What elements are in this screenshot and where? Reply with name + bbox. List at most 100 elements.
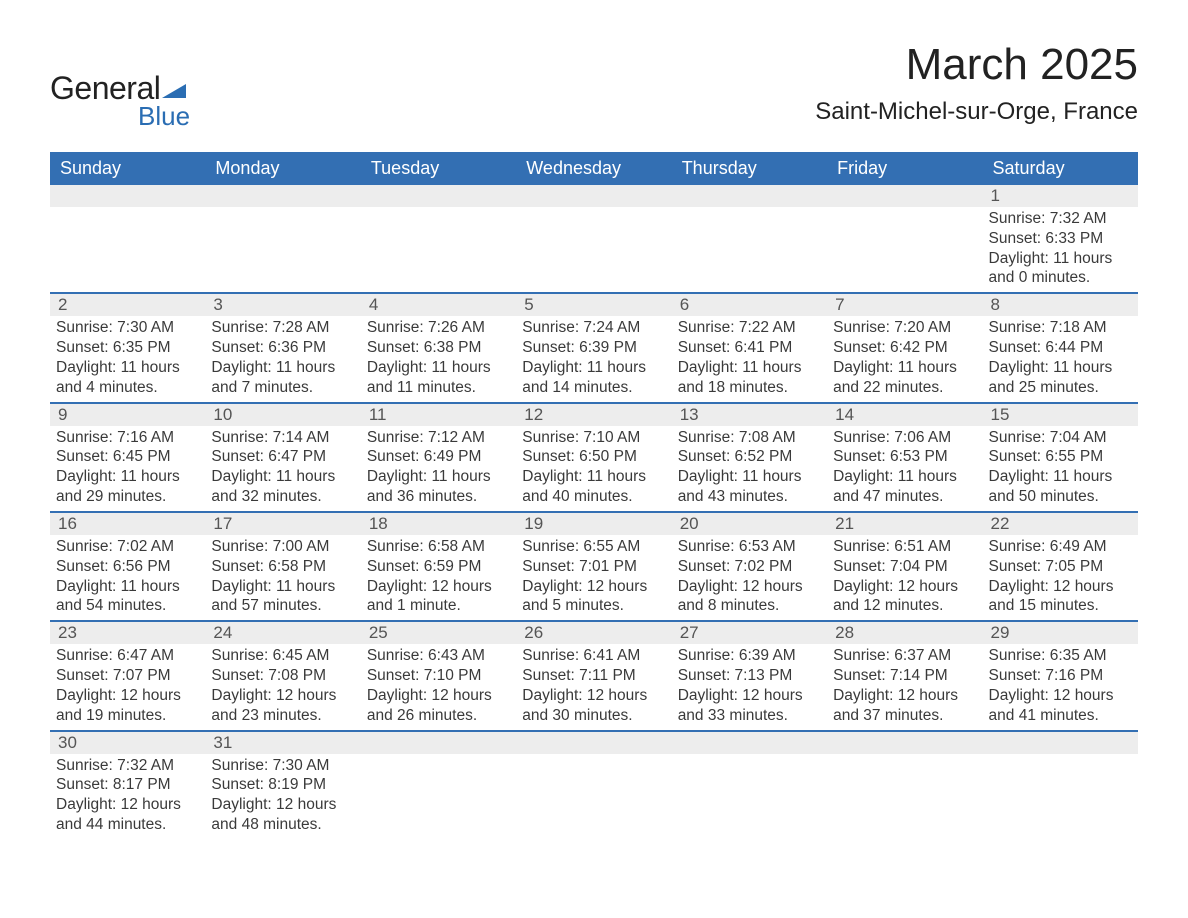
sunset-text: Sunset: 6:56 PM <box>56 557 199 577</box>
daylight-text: Daylight: 12 hours and 44 minutes. <box>56 795 199 835</box>
day-cell: Sunrise: 6:41 AMSunset: 7:11 PMDaylight:… <box>516 644 671 730</box>
sunset-text: Sunset: 6:45 PM <box>56 447 199 467</box>
day-content <box>361 754 516 832</box>
day-number-cell: 17 <box>205 512 360 535</box>
sunset-text: Sunset: 6:47 PM <box>211 447 354 467</box>
day-content: Sunrise: 7:24 AMSunset: 6:39 PMDaylight:… <box>516 316 671 401</box>
day-cell: Sunrise: 7:20 AMSunset: 6:42 PMDaylight:… <box>827 316 982 402</box>
day-number-cell: 20 <box>672 512 827 535</box>
day-content: Sunrise: 6:35 AMSunset: 7:16 PMDaylight:… <box>983 644 1138 729</box>
day-cell <box>50 207 205 293</box>
sunrise-text: Sunrise: 7:10 AM <box>522 428 665 448</box>
daylight-text: Daylight: 11 hours and 36 minutes. <box>367 467 510 507</box>
day-content: Sunrise: 7:04 AMSunset: 6:55 PMDaylight:… <box>983 426 1138 511</box>
day-number-cell: 11 <box>361 403 516 426</box>
sunrise-text: Sunrise: 7:26 AM <box>367 318 510 338</box>
sunrise-text: Sunrise: 6:58 AM <box>367 537 510 557</box>
sunrise-text: Sunrise: 6:41 AM <box>522 646 665 666</box>
day-number-cell: 29 <box>983 621 1138 644</box>
sunset-text: Sunset: 6:39 PM <box>522 338 665 358</box>
day-number: 14 <box>827 404 982 426</box>
day-content: Sunrise: 6:49 AMSunset: 7:05 PMDaylight:… <box>983 535 1138 620</box>
daylight-text: Daylight: 12 hours and 5 minutes. <box>522 577 665 617</box>
day-number-cell <box>672 185 827 207</box>
day-content: Sunrise: 7:28 AMSunset: 6:36 PMDaylight:… <box>205 316 360 401</box>
day-content <box>205 207 360 285</box>
day-content: Sunrise: 7:14 AMSunset: 6:47 PMDaylight:… <box>205 426 360 511</box>
day-number-cell: 9 <box>50 403 205 426</box>
day-number-cell: 15 <box>983 403 1138 426</box>
sunrise-text: Sunrise: 7:20 AM <box>833 318 976 338</box>
week-daynum-row: 1 <box>50 185 1138 207</box>
day-cell <box>983 754 1138 839</box>
day-number: 31 <box>205 732 360 754</box>
daylight-text: Daylight: 12 hours and 48 minutes. <box>211 795 354 835</box>
sunrise-text: Sunrise: 6:53 AM <box>678 537 821 557</box>
week-body-row: Sunrise: 6:47 AMSunset: 7:07 PMDaylight:… <box>50 644 1138 730</box>
sunset-text: Sunset: 6:55 PM <box>989 447 1132 467</box>
day-content: Sunrise: 7:32 AMSunset: 6:33 PMDaylight:… <box>983 207 1138 292</box>
logo: General Blue <box>50 70 190 132</box>
daylight-text: Daylight: 12 hours and 23 minutes. <box>211 686 354 726</box>
sunset-text: Sunset: 7:08 PM <box>211 666 354 686</box>
day-number-cell: 27 <box>672 621 827 644</box>
day-cell: Sunrise: 6:58 AMSunset: 6:59 PMDaylight:… <box>361 535 516 621</box>
sunset-text: Sunset: 7:01 PM <box>522 557 665 577</box>
day-number-cell: 5 <box>516 293 671 316</box>
sunset-text: Sunset: 7:14 PM <box>833 666 976 686</box>
sunset-text: Sunset: 8:17 PM <box>56 775 199 795</box>
day-content: Sunrise: 7:30 AMSunset: 6:35 PMDaylight:… <box>50 316 205 401</box>
day-content: Sunrise: 7:16 AMSunset: 6:45 PMDaylight:… <box>50 426 205 511</box>
daylight-text: Daylight: 11 hours and 54 minutes. <box>56 577 199 617</box>
day-number-cell: 8 <box>983 293 1138 316</box>
day-cell: Sunrise: 6:37 AMSunset: 7:14 PMDaylight:… <box>827 644 982 730</box>
day-number: 8 <box>983 294 1138 316</box>
day-cell: Sunrise: 7:22 AMSunset: 6:41 PMDaylight:… <box>672 316 827 402</box>
daylight-text: Daylight: 11 hours and 57 minutes. <box>211 577 354 617</box>
sunset-text: Sunset: 6:36 PM <box>211 338 354 358</box>
day-number: 20 <box>672 513 827 535</box>
day-number-cell: 1 <box>983 185 1138 207</box>
month-title: March 2025 <box>815 40 1138 90</box>
day-content: Sunrise: 6:55 AMSunset: 7:01 PMDaylight:… <box>516 535 671 620</box>
day-cell: Sunrise: 6:47 AMSunset: 7:07 PMDaylight:… <box>50 644 205 730</box>
daylight-text: Daylight: 11 hours and 11 minutes. <box>367 358 510 398</box>
sunrise-text: Sunrise: 7:22 AM <box>678 318 821 338</box>
day-cell <box>516 207 671 293</box>
day-number-cell: 4 <box>361 293 516 316</box>
day-cell: Sunrise: 7:08 AMSunset: 6:52 PMDaylight:… <box>672 426 827 512</box>
day-number-cell <box>983 731 1138 754</box>
day-number: 19 <box>516 513 671 535</box>
day-number: 23 <box>50 622 205 644</box>
sunset-text: Sunset: 6:59 PM <box>367 557 510 577</box>
sunrise-text: Sunrise: 7:30 AM <box>211 756 354 776</box>
weekday-header-row: Sunday Monday Tuesday Wednesday Thursday… <box>50 152 1138 185</box>
day-number <box>361 732 516 734</box>
day-number: 29 <box>983 622 1138 644</box>
day-number-cell: 6 <box>672 293 827 316</box>
day-number-cell: 18 <box>361 512 516 535</box>
daylight-text: Daylight: 12 hours and 41 minutes. <box>989 686 1132 726</box>
sunrise-text: Sunrise: 6:45 AM <box>211 646 354 666</box>
daylight-text: Daylight: 11 hours and 47 minutes. <box>833 467 976 507</box>
sunrise-text: Sunrise: 7:08 AM <box>678 428 821 448</box>
sunrise-text: Sunrise: 7:06 AM <box>833 428 976 448</box>
sunset-text: Sunset: 6:41 PM <box>678 338 821 358</box>
day-number: 28 <box>827 622 982 644</box>
week-daynum-row: 23242526272829 <box>50 621 1138 644</box>
day-content: Sunrise: 6:51 AMSunset: 7:04 PMDaylight:… <box>827 535 982 620</box>
day-number: 16 <box>50 513 205 535</box>
sunset-text: Sunset: 7:16 PM <box>989 666 1132 686</box>
title-block: March 2025 Saint-Michel-sur-Orge, France <box>815 40 1138 126</box>
day-number <box>672 185 827 187</box>
day-number <box>516 732 671 734</box>
sunset-text: Sunset: 7:05 PM <box>989 557 1132 577</box>
sunset-text: Sunset: 7:10 PM <box>367 666 510 686</box>
day-content: Sunrise: 6:41 AMSunset: 7:11 PMDaylight:… <box>516 644 671 729</box>
day-content <box>827 754 982 832</box>
day-content: Sunrise: 6:53 AMSunset: 7:02 PMDaylight:… <box>672 535 827 620</box>
sunset-text: Sunset: 6:33 PM <box>989 229 1132 249</box>
day-content: Sunrise: 6:37 AMSunset: 7:14 PMDaylight:… <box>827 644 982 729</box>
day-number-cell: 19 <box>516 512 671 535</box>
day-content <box>672 754 827 832</box>
